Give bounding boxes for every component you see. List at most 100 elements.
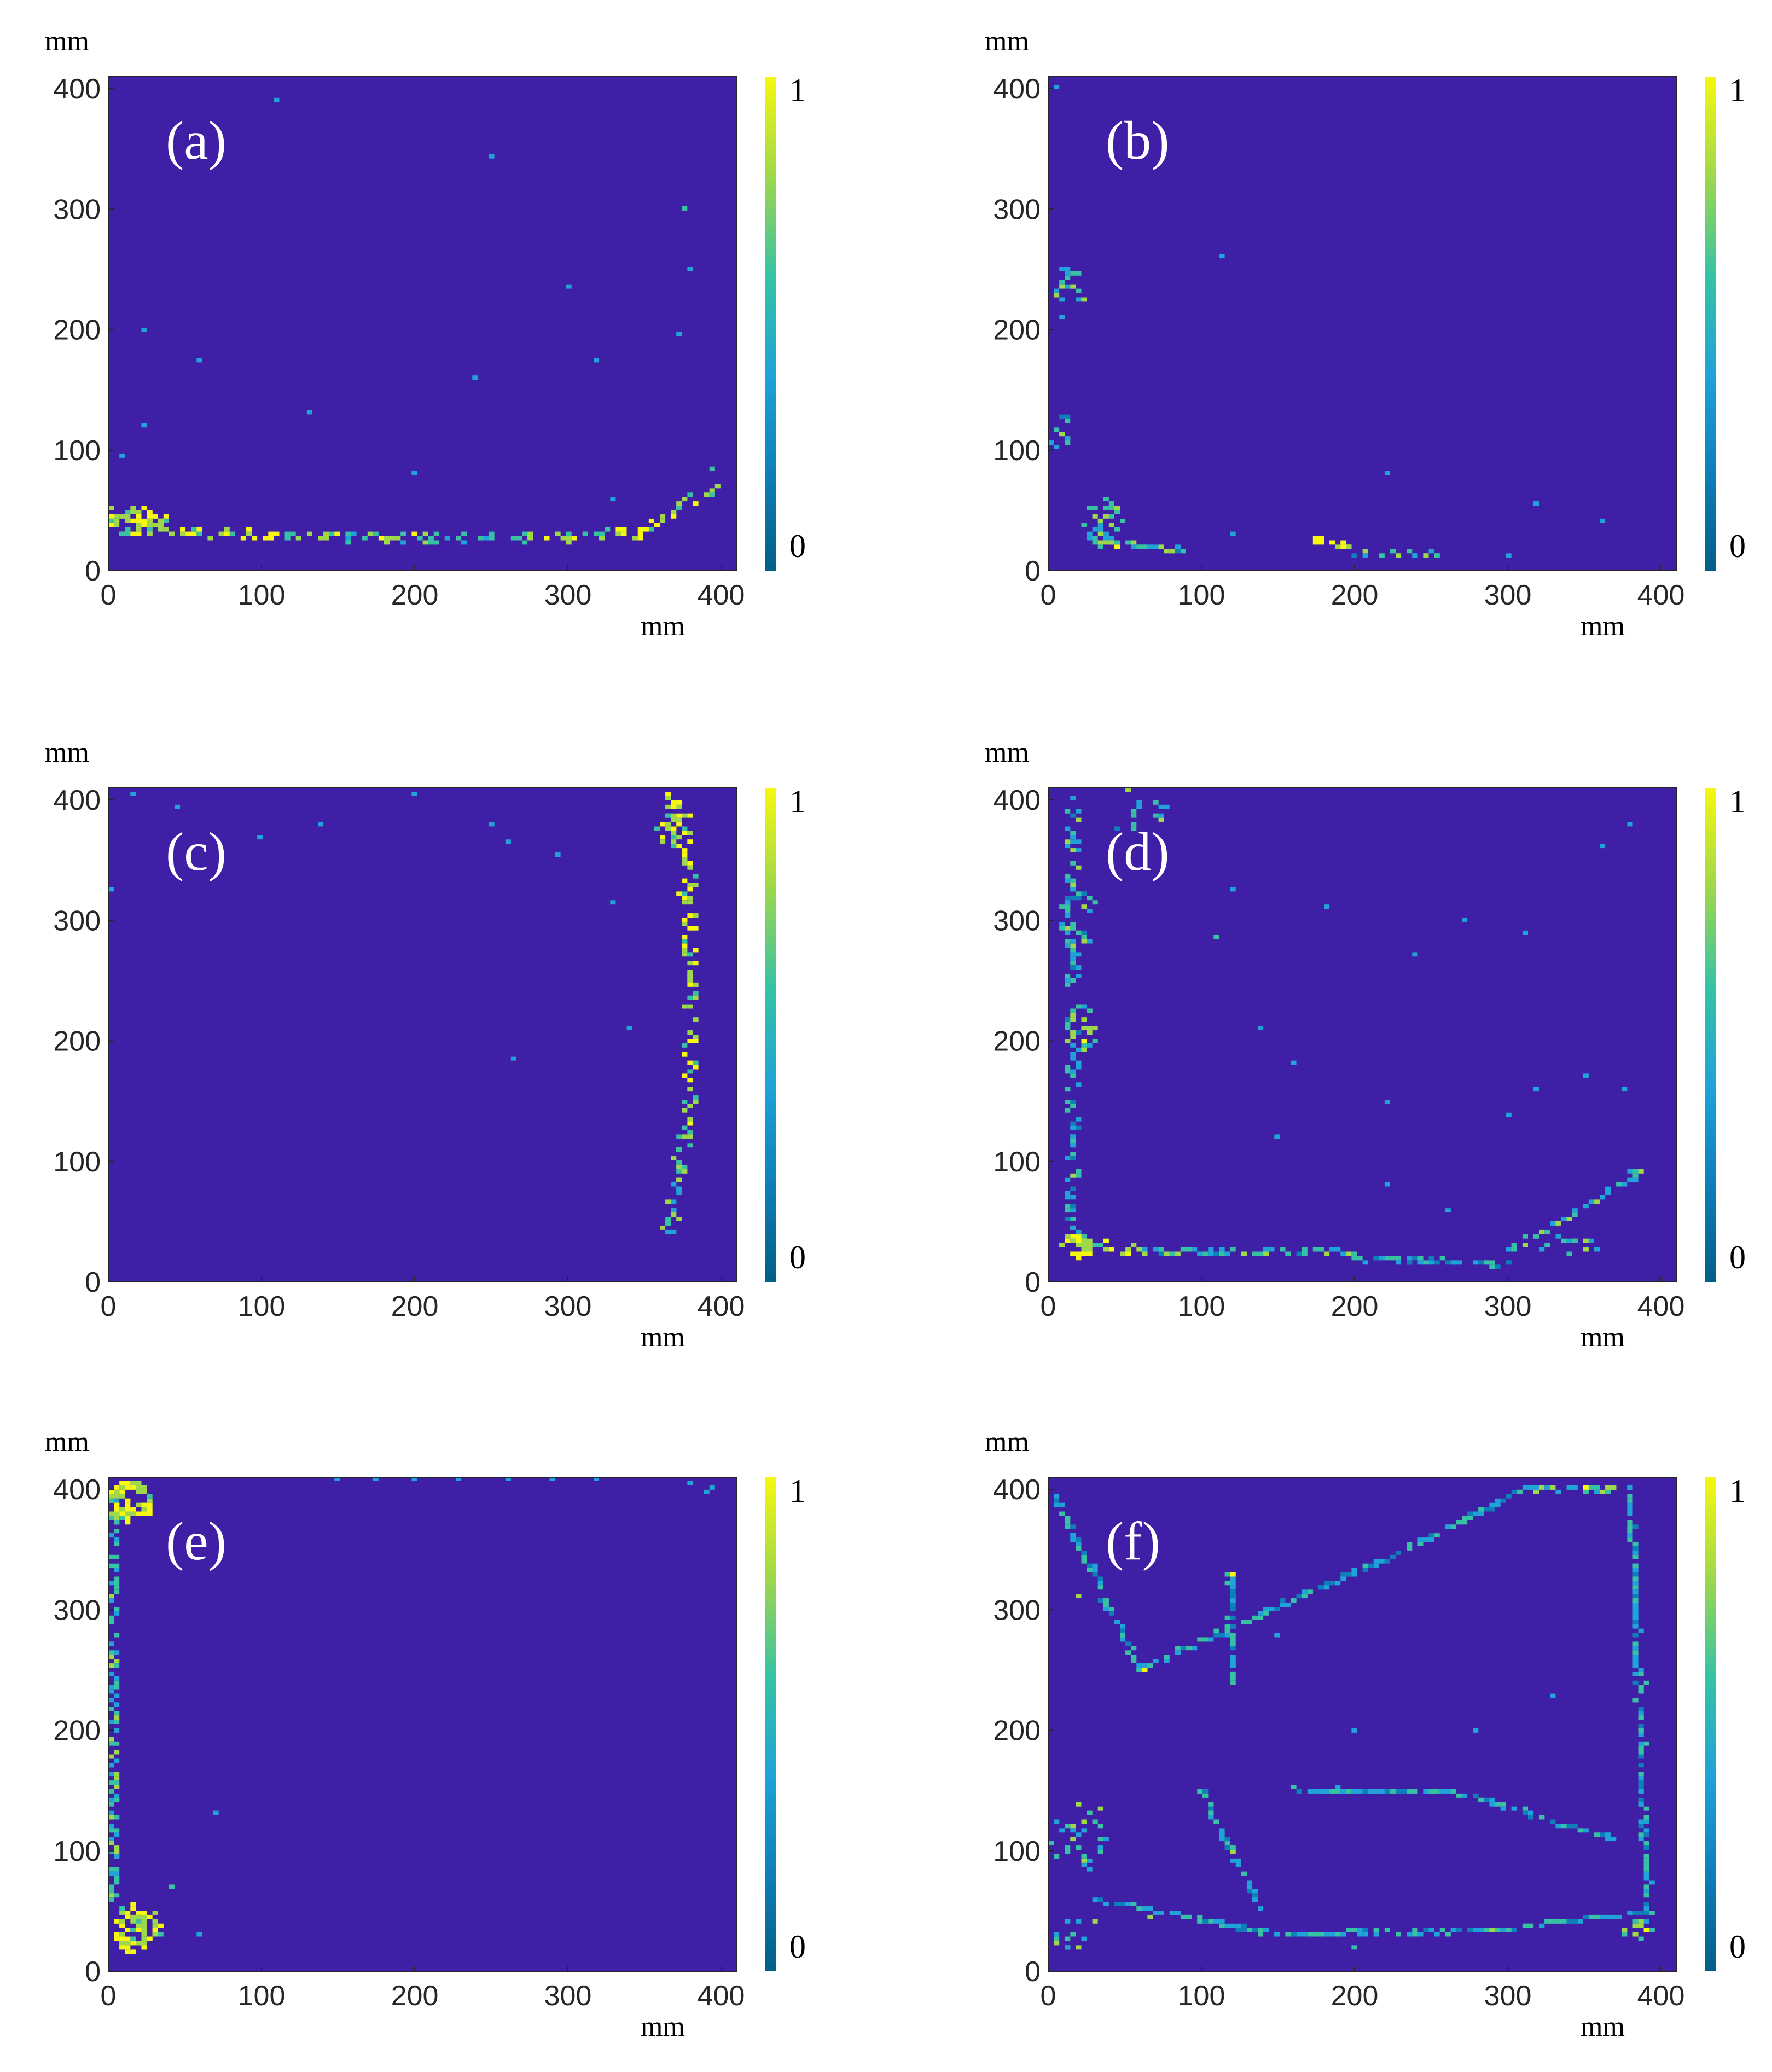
heatmap-cell xyxy=(704,492,710,497)
heatmap-cell xyxy=(1423,1260,1429,1265)
heatmap-cell xyxy=(1147,1663,1153,1668)
heatmap-cell xyxy=(163,514,169,519)
heatmap-cell xyxy=(1081,930,1087,935)
heatmap-cell xyxy=(1362,553,1368,558)
heatmap-cell xyxy=(1544,1243,1550,1247)
heatmap-cell xyxy=(1076,1030,1082,1035)
heatmap-cell xyxy=(1070,1932,1076,1937)
heatmap-cell xyxy=(1600,1914,1606,1919)
heatmap-cell xyxy=(1407,549,1413,554)
heatmap-cell xyxy=(1632,1607,1639,1611)
heatmap-cell xyxy=(1572,1208,1578,1213)
heatmap-cell xyxy=(141,1936,147,1941)
heatmap-cell xyxy=(1230,1923,1236,1928)
heatmap-cell xyxy=(1291,1932,1297,1937)
heatmap-cell xyxy=(693,982,699,987)
heatmap-cell xyxy=(1312,1247,1318,1252)
heatmap-cell xyxy=(1632,1923,1639,1928)
heatmap-cell xyxy=(676,1164,682,1169)
heatmap-cell xyxy=(1605,1832,1611,1837)
heatmap-cell xyxy=(1125,1251,1131,1256)
heatmap-cell xyxy=(152,523,158,527)
heatmap-cell xyxy=(637,536,643,541)
heatmap-cell xyxy=(428,536,434,541)
heatmap-cell xyxy=(1114,544,1120,549)
heatmap-cell xyxy=(1197,1251,1203,1256)
heatmap-cell xyxy=(1506,1494,1512,1499)
heatmap-cell xyxy=(1489,1797,1495,1802)
heatmap-cell xyxy=(1087,1243,1093,1247)
heatmap-cell xyxy=(433,540,439,545)
heatmap-cell xyxy=(1439,1928,1445,1932)
heatmap-cell xyxy=(108,1828,114,1833)
heatmap-cell xyxy=(693,1039,699,1043)
heatmap-cell xyxy=(1632,1641,1639,1646)
x-tick-label: 100 xyxy=(238,1980,286,2012)
y-tick-label: 300 xyxy=(53,194,101,225)
heatmap-cell xyxy=(108,514,114,519)
colorbar-min-label: 0 xyxy=(789,1239,806,1275)
heatmap-cell xyxy=(693,1100,699,1104)
heatmap-cell xyxy=(119,1923,125,1928)
heatmap-cell xyxy=(1252,1897,1258,1902)
heatmap-cell xyxy=(1059,280,1065,285)
heatmap-cell xyxy=(1594,1914,1600,1919)
heatmap-cell xyxy=(334,1477,340,1481)
heatmap-cell xyxy=(1346,1928,1352,1932)
heatmap-cell xyxy=(108,523,114,527)
heatmap-cell xyxy=(1103,1607,1109,1611)
heatmap-cell xyxy=(1125,787,1131,792)
heatmap-cell xyxy=(130,510,136,514)
heatmap-cell xyxy=(417,536,423,541)
heatmap-cell xyxy=(114,1880,120,1885)
heatmap-cell xyxy=(1224,1624,1230,1629)
heatmap-cell xyxy=(1324,1581,1330,1586)
heatmap-cell xyxy=(1329,1247,1335,1252)
heatmap-cell xyxy=(125,1520,131,1525)
heatmap-cell xyxy=(522,531,528,536)
heatmap-cell xyxy=(1594,1832,1600,1837)
heatmap-cell xyxy=(1103,1837,1109,1842)
heatmap-cell xyxy=(1340,1572,1346,1577)
heatmap-cell xyxy=(1583,1914,1589,1919)
x-tick-label: 100 xyxy=(1178,1980,1225,2012)
heatmap-cell xyxy=(1070,848,1076,852)
heatmap-cell xyxy=(1407,1546,1413,1551)
heatmap-cell xyxy=(1462,1520,1468,1525)
heatmap-cell xyxy=(1384,1928,1390,1932)
heatmap-cell xyxy=(141,1928,147,1932)
heatmap-cell xyxy=(1643,1680,1649,1685)
heatmap-cell xyxy=(1296,1932,1302,1937)
heatmap-cell xyxy=(709,466,715,471)
heatmap-cell xyxy=(1340,544,1346,549)
heatmap-cell xyxy=(1081,1854,1087,1859)
heatmap-cell xyxy=(108,1698,114,1703)
heatmap-cell xyxy=(687,952,693,957)
x-tick-label: 400 xyxy=(698,1291,745,1322)
colorbar-min-label: 0 xyxy=(1729,1239,1746,1275)
heatmap-cell xyxy=(1081,1936,1087,1941)
heatmap-cell xyxy=(1208,1802,1214,1807)
heatmap-background xyxy=(108,788,736,1282)
heatmap-cell xyxy=(114,1498,120,1503)
heatmap-cell xyxy=(1070,1056,1076,1061)
heatmap-cell xyxy=(671,1208,677,1213)
heatmap-cell xyxy=(1125,1641,1131,1646)
heatmap-cell xyxy=(1351,1568,1357,1572)
heatmap-cell xyxy=(108,1837,114,1842)
y-axis-label: mm xyxy=(985,26,1029,57)
heatmap-cell xyxy=(1076,1542,1082,1546)
heatmap-cell xyxy=(108,1489,114,1494)
heatmap-cell xyxy=(1312,1789,1318,1794)
heatmap-cell xyxy=(1224,1251,1230,1256)
heatmap-cell xyxy=(489,822,495,827)
heatmap-cell xyxy=(318,822,324,827)
heatmap-cell xyxy=(1412,553,1418,558)
heatmap-cell xyxy=(1627,1537,1633,1542)
heatmap-cell xyxy=(1065,414,1071,419)
heatmap-cell xyxy=(114,1607,120,1611)
heatmap-cell xyxy=(1456,1793,1462,1798)
heatmap-cell xyxy=(1478,1511,1484,1516)
heatmap-cell xyxy=(1539,1815,1545,1820)
heatmap-cell xyxy=(136,1923,142,1928)
